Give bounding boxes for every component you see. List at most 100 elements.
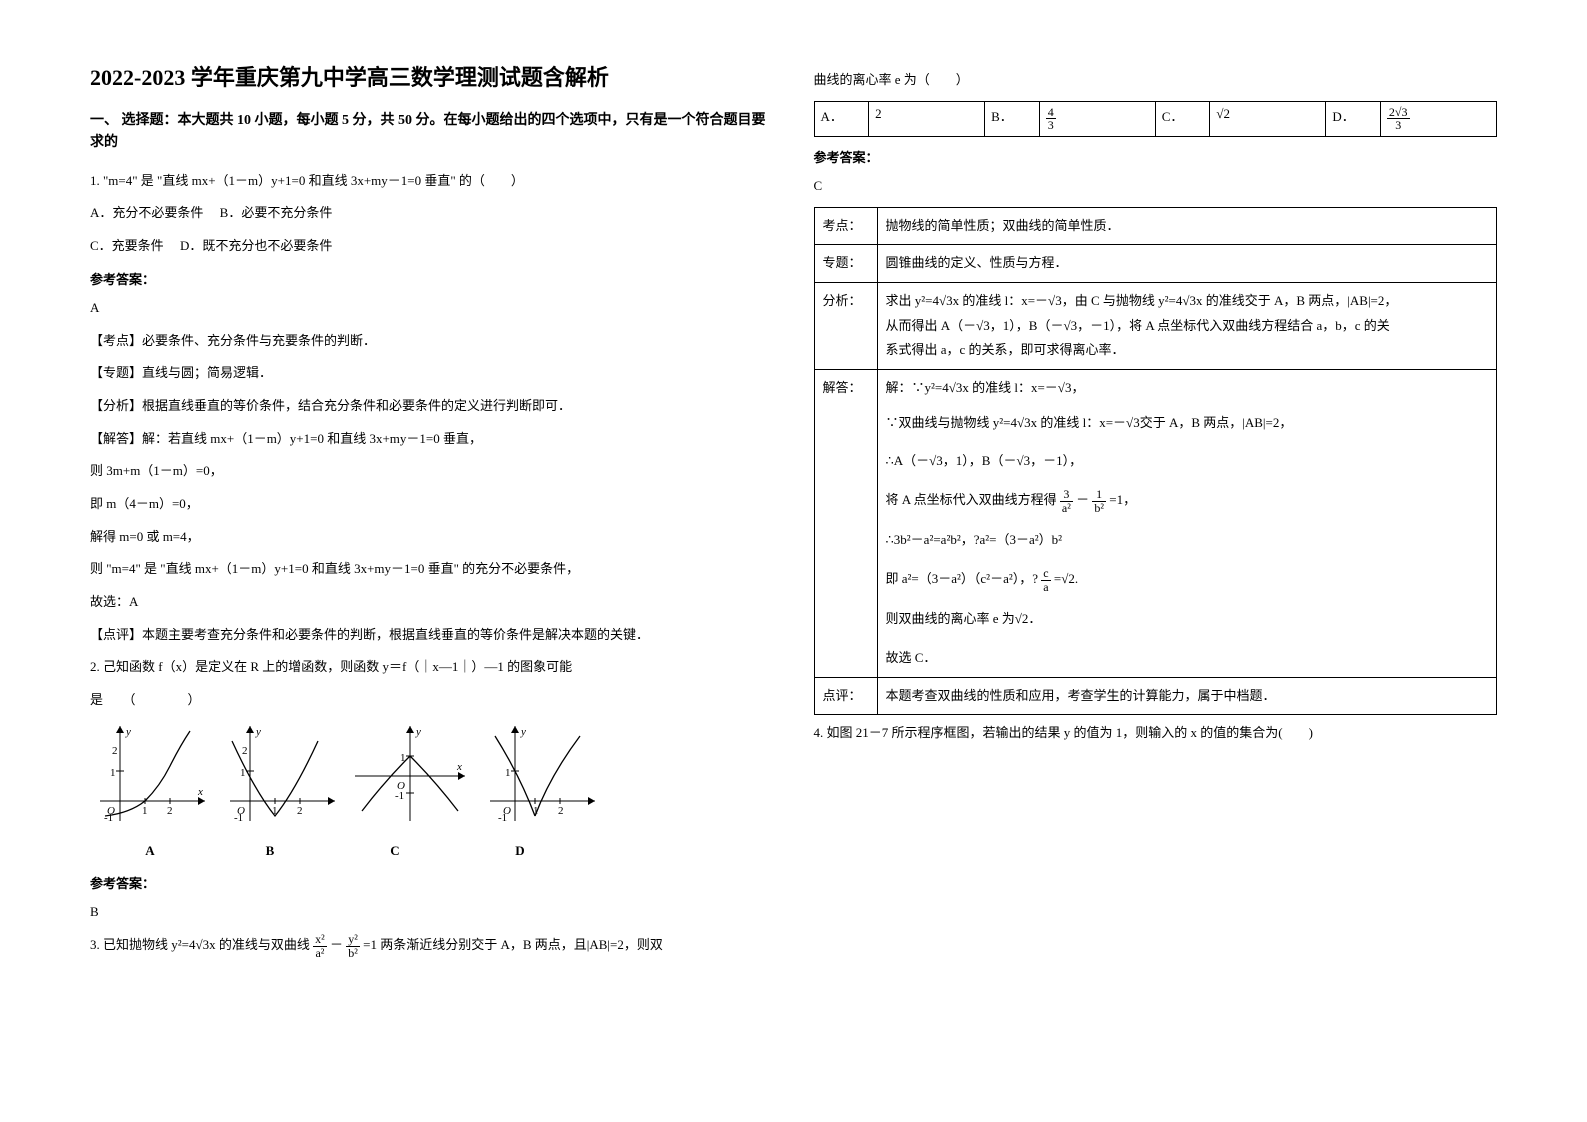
q3-frac2-num: y² xyxy=(346,933,360,947)
q3-jd-4-f2n: 1 xyxy=(1092,488,1106,502)
q2-label-b: B xyxy=(210,839,330,864)
q3-zt: 圆锥曲线的定义、性质与方程． xyxy=(877,245,1497,283)
q2-graph-d: O y 1 2 1 -1 xyxy=(480,721,600,831)
q3-optB-label: B． xyxy=(991,109,1013,124)
q3-optA-val: 2 xyxy=(875,106,882,121)
svg-text:y: y xyxy=(255,726,261,738)
q2-stem-b: 是 （ ） xyxy=(90,688,774,713)
q3-optD-label: D． xyxy=(1332,109,1354,124)
q3-frac1-den: a² xyxy=(313,947,327,960)
q1-opt-b: B．必要不充分条件 xyxy=(220,205,333,220)
q3-jd-4: 将 A 点坐标代入双曲线方程得 3 a² － 1 b² =1， xyxy=(886,488,1489,514)
q3-kd-label: 考点： xyxy=(814,207,877,245)
q1-stem: 1. "m=4" 是 "直线 mx+（1－m）y+1=0 和直线 3x+my－1… xyxy=(90,169,774,194)
q1-options-ab: A．充分不必要条件 B．必要不充分条件 xyxy=(90,201,774,226)
q3-tail: 曲线的离心率 e 为（ ） xyxy=(814,68,1498,93)
q3-optB-frac: 4 3 xyxy=(1046,106,1056,132)
q3-jd-4-f2d: b² xyxy=(1092,502,1106,515)
q3-fx-c: 系式得出 a，c 的关系，即可求得离心率． xyxy=(886,338,1489,363)
q3-answer: C xyxy=(814,174,1498,199)
q3-stem-prefix: 3. 已知抛物线 y²=4√3x 的准线与双曲线 xyxy=(90,937,313,952)
page-title: 2022-2023 学年重庆第九中学高三数学理测试题含解析 xyxy=(90,60,774,92)
section-heading: 一、 选择题：本大题共 10 小题，每小题 5 分，共 50 分。在每小题给出的… xyxy=(90,110,774,155)
q3-fx-b: 从而得出 A（－√3，1），B（－√3，－1），将 A 点坐标代入双曲线方程结合… xyxy=(886,314,1489,339)
q3-fx-label: 分析： xyxy=(814,282,877,369)
q1-options-cd: C．充要条件 D．既不充分也不必要条件 xyxy=(90,234,774,259)
q3-jd-6-fd: a xyxy=(1041,581,1050,594)
q3-dp: 本题考查双曲线的性质和应用，考查学生的计算能力，属于中档题． xyxy=(877,677,1497,715)
svg-text:2: 2 xyxy=(297,805,303,817)
q3-jd-4-f2: 1 b² xyxy=(1092,488,1106,514)
q2-label-d: D xyxy=(460,839,580,864)
q3-zt-label: 专题： xyxy=(814,245,877,283)
q1-answer: A xyxy=(90,296,774,321)
svg-text:1: 1 xyxy=(142,805,148,817)
q1-line-3: 【分析】根据直线垂直的等价条件，结合充分条件和必要条件的定义进行判断即可． xyxy=(90,394,774,419)
svg-text:x: x xyxy=(197,786,203,798)
q3-fx-a: 求出 y²=4√3x 的准线 l：x=－√3，由 C 与抛物线 y²=4√3x … xyxy=(886,289,1489,314)
q3-answer-label: 参考答案： xyxy=(814,147,1498,166)
svg-text:y: y xyxy=(125,726,131,738)
svg-text:-1: -1 xyxy=(498,812,507,824)
svg-text:x: x xyxy=(456,761,462,773)
q2-graph-a: O 1 2 1 -1 y x 2 xyxy=(90,721,210,831)
q3-option-table: A． 2 B． 4 3 C． √2 D． 2√3 3 xyxy=(814,101,1498,137)
q1-line-9: 故选：A xyxy=(90,590,774,615)
q3-frac-1: x² a² xyxy=(313,933,327,959)
q2-graph-row: O 1 2 1 -1 y x 2 O 1 2 xyxy=(90,721,774,831)
q3-jd-1: 解：∵y²=4√3x 的准线 l：x=－√3， xyxy=(886,376,1489,401)
q3-fx-body: 求出 y²=4√3x 的准线 l：x=－√3，由 C 与抛物线 y²=4√3x … xyxy=(877,282,1497,369)
svg-text:-1: -1 xyxy=(395,790,404,802)
q3-jd-4-f1d: a² xyxy=(1060,502,1073,515)
q3-frac-2: y² b² xyxy=(346,933,360,959)
q3-stem-line: 3. 已知抛物线 y²=4√3x 的准线与双曲线 x² a² － y² b² =… xyxy=(90,933,774,959)
q3-jd-label: 解答： xyxy=(814,370,877,678)
q3-jd-4-f1: 3 a² xyxy=(1060,488,1073,514)
svg-text:y: y xyxy=(520,726,526,738)
q3-stem-suffix: =1 两条渐近线分别交于 A，B 两点，且|AB|=2，则双 xyxy=(363,937,663,952)
q2-label-a: A xyxy=(90,839,210,864)
svg-text:-1: -1 xyxy=(104,812,113,824)
svg-text:1: 1 xyxy=(110,767,116,779)
q2-answer-label: 参考答案： xyxy=(90,873,774,892)
q3-jd-5: ∴3b²－a²=a²b²，?a²=（3－a²）b² xyxy=(886,528,1489,553)
svg-text:2: 2 xyxy=(242,745,248,757)
q3-jd-6: 即 a²=（3－a²）（c²－a²），? c a =√2. xyxy=(886,567,1489,593)
q3-kd: 抛物线的简单性质；双曲线的简单性质． xyxy=(877,207,1497,245)
q3-jd-8: 故选 C． xyxy=(886,646,1489,671)
svg-text:-1: -1 xyxy=(234,812,243,824)
q3-jd-7: 则双曲线的离心率 e 为√2． xyxy=(886,607,1489,632)
q3-optC-label: C． xyxy=(1162,109,1184,124)
q3-frac2-den: b² xyxy=(346,947,360,960)
q3-optD-frac: 2√3 3 xyxy=(1387,106,1410,132)
q2-stem-a: 2. 己知函数 f（x）是定义在 R 上的增函数，则函数 y＝f（｜x—1｜）—… xyxy=(90,655,774,680)
q3-jd-4-pre: 将 A 点坐标代入双曲线方程得 xyxy=(886,492,1060,507)
q3-optA-label: A． xyxy=(821,109,843,124)
q2-graph-b: O 1 2 1 -1 y 2 xyxy=(220,721,340,831)
svg-text:2: 2 xyxy=(558,805,564,817)
q3-jd-4-f1n: 3 xyxy=(1060,488,1073,502)
q3-optB-den: 3 xyxy=(1046,119,1056,132)
q3-analysis-table: 考点： 抛物线的简单性质；双曲线的简单性质． 专题： 圆锥曲线的定义、性质与方程… xyxy=(814,207,1498,716)
svg-text:y: y xyxy=(415,726,421,738)
q1-line-10: 【点评】本题主要考查充分条件和必要条件的判断，根据直线垂直的等价条件是解决本题的… xyxy=(90,623,774,648)
q3-jd-body: 解：∵y²=4√3x 的准线 l：x=－√3， ∵双曲线与抛物线 y²=4√3x… xyxy=(877,370,1497,678)
q3-optC-val: √2 xyxy=(1216,106,1230,121)
q2-label-c: C xyxy=(330,839,460,864)
q3-dp-label: 点评： xyxy=(814,677,877,715)
q2-graph-labels: A B C D xyxy=(90,839,774,864)
q4-stem: 4. 如图 21－7 所示程序框图，若输出的结果 y 的值为 1，则输入的 x … xyxy=(814,721,1498,746)
q3-jd-6-pre: 即 a²=（3－a²）（c²－a²），? xyxy=(886,571,1039,586)
q3-jd-3: ∴A（－√3，1），B（－√3，－1）， xyxy=(886,449,1489,474)
q1-line-2: 【专题】直线与圆；简易逻辑． xyxy=(90,361,774,386)
q2-graph-c: O y x 1 -1 xyxy=(350,721,470,831)
q3-jd-4-suf: =1 xyxy=(1109,492,1123,507)
q3-jd-6-fn: c xyxy=(1041,567,1050,581)
q1-line-6: 即 m（4－m）=0， xyxy=(90,492,774,517)
q1-line-1: 【考点】必要条件、充分条件与充要条件的判断． xyxy=(90,329,774,354)
q1-opt-a: A．充分不必要条件 xyxy=(90,205,203,220)
q1-line-5: 则 3m+m（1－m）=0， xyxy=(90,459,774,484)
q3-jd-6-frac: c a xyxy=(1041,567,1050,593)
svg-text:2: 2 xyxy=(167,805,173,817)
q3-optB-num: 4 xyxy=(1046,106,1056,120)
